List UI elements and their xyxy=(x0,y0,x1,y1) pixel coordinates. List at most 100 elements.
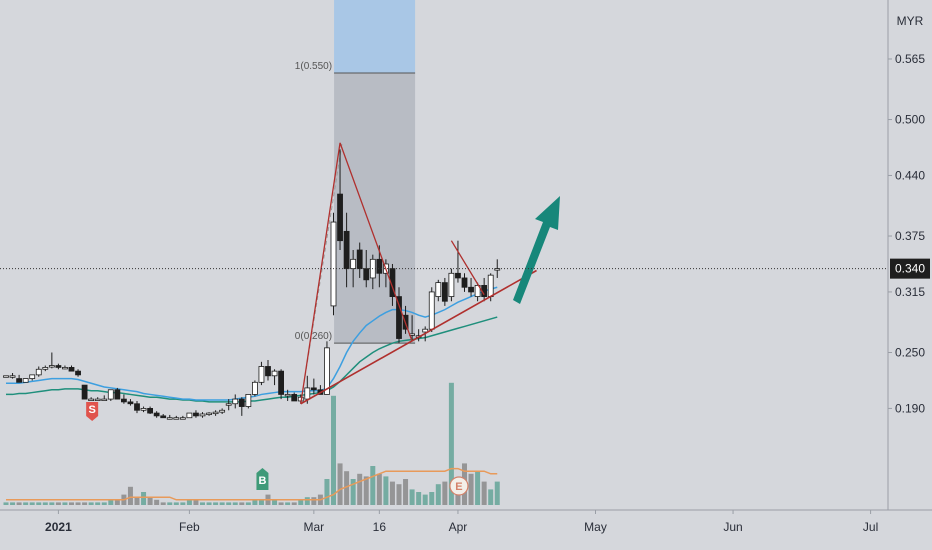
volume-bar xyxy=(154,499,160,505)
candle-up xyxy=(225,403,232,406)
volume-bar xyxy=(442,481,448,505)
candle-up xyxy=(173,417,180,420)
candle-up xyxy=(212,411,219,415)
volume-bar xyxy=(278,502,284,505)
volume-bar xyxy=(167,502,173,505)
candle-up xyxy=(179,417,186,420)
signal-marker-label: B xyxy=(258,475,266,487)
volume-bar xyxy=(370,466,376,505)
candle-up xyxy=(206,412,212,415)
candle-up xyxy=(3,375,9,378)
volume-bar xyxy=(416,492,422,505)
fib-zone xyxy=(334,72,416,344)
candle-up xyxy=(48,365,55,368)
volume-bar xyxy=(95,502,101,505)
x-tick-label: Mar xyxy=(304,520,325,534)
fib-zone-layer: 1(0.550) 0(0.260) xyxy=(295,0,416,404)
volume-bar xyxy=(311,497,317,505)
volume-bar xyxy=(435,484,441,505)
candle-down xyxy=(75,370,81,376)
volume-bar xyxy=(101,502,107,505)
volume-bar xyxy=(206,502,212,505)
candle-down xyxy=(121,398,127,403)
y-tick-label: 0.315 xyxy=(895,285,925,299)
candle-up xyxy=(258,366,265,383)
volume-bar xyxy=(200,502,205,505)
signal-marker-label: S xyxy=(88,404,95,416)
volume-bar xyxy=(383,476,389,505)
candle-down xyxy=(16,378,23,383)
candle-down xyxy=(356,249,363,270)
candle-down xyxy=(396,296,402,339)
candle-down xyxy=(238,398,245,407)
candle-up xyxy=(487,274,494,297)
volume-ma-line xyxy=(6,467,498,501)
volume-bar xyxy=(448,382,454,505)
candle-down xyxy=(55,365,62,368)
candle-down xyxy=(343,230,350,270)
volume-bar xyxy=(468,473,474,505)
volume-bar xyxy=(75,502,81,505)
y-tick-label: 0.250 xyxy=(895,346,925,360)
candle-down xyxy=(441,282,448,302)
buy-marker-shape xyxy=(256,468,269,490)
triangle-drawing-2 xyxy=(450,240,485,296)
volume-bar xyxy=(147,497,153,505)
volume-bar xyxy=(186,499,192,505)
candle-up xyxy=(140,408,147,411)
candle-down xyxy=(376,258,383,274)
y-tick-label: 0.500 xyxy=(895,113,925,127)
candle-up xyxy=(435,282,442,297)
volume-bar xyxy=(396,484,402,505)
volume-bar xyxy=(49,502,55,505)
current-price-badge xyxy=(890,258,930,279)
volume-bar xyxy=(219,502,225,505)
volume-bar xyxy=(252,499,258,505)
volume-bar xyxy=(389,481,395,505)
sell-marker-shape xyxy=(86,402,99,421)
volume-bar xyxy=(344,471,350,505)
fib-level-label: 0(0.260) xyxy=(295,331,332,342)
volume-bar xyxy=(180,502,186,505)
triangle-drawing-1 xyxy=(300,142,413,404)
candle-down xyxy=(455,272,461,279)
signal-marker: E xyxy=(449,476,469,496)
candle-down xyxy=(193,412,199,417)
candle-up xyxy=(199,413,206,417)
volume-bar xyxy=(239,502,245,505)
x-tick-label: Feb xyxy=(179,520,200,534)
candle-down xyxy=(363,268,370,281)
volume-bar xyxy=(422,494,428,505)
moving-average-layer xyxy=(6,286,498,403)
candle-up xyxy=(107,389,114,400)
candle-down xyxy=(310,387,317,391)
volume-bar xyxy=(10,502,16,505)
volume-bar xyxy=(350,479,356,505)
candle-up xyxy=(88,398,95,401)
candle-up xyxy=(62,367,68,370)
volume-bar xyxy=(160,502,166,505)
volume-bar xyxy=(82,502,88,505)
support-trend-line xyxy=(300,269,537,405)
volume-bar xyxy=(324,479,330,505)
volume-bar xyxy=(337,463,343,505)
volume-bar xyxy=(481,481,487,505)
current-price-label: 0.340 xyxy=(895,262,925,276)
candle-up xyxy=(9,375,16,378)
volume-bar xyxy=(488,489,494,505)
volume-bar xyxy=(298,499,304,505)
volume-bar xyxy=(193,499,199,505)
y-tick-label: 0.565 xyxy=(895,52,925,66)
volume-bar xyxy=(226,502,232,505)
x-tick-label: May xyxy=(584,520,607,534)
candle-up xyxy=(350,258,357,270)
volume-bar xyxy=(272,499,278,505)
volume-bar xyxy=(475,471,481,505)
candle-down xyxy=(147,408,154,414)
volume-bar xyxy=(403,479,409,505)
candle-up xyxy=(324,347,330,395)
candle-up xyxy=(330,221,337,307)
candle-down xyxy=(68,367,75,372)
